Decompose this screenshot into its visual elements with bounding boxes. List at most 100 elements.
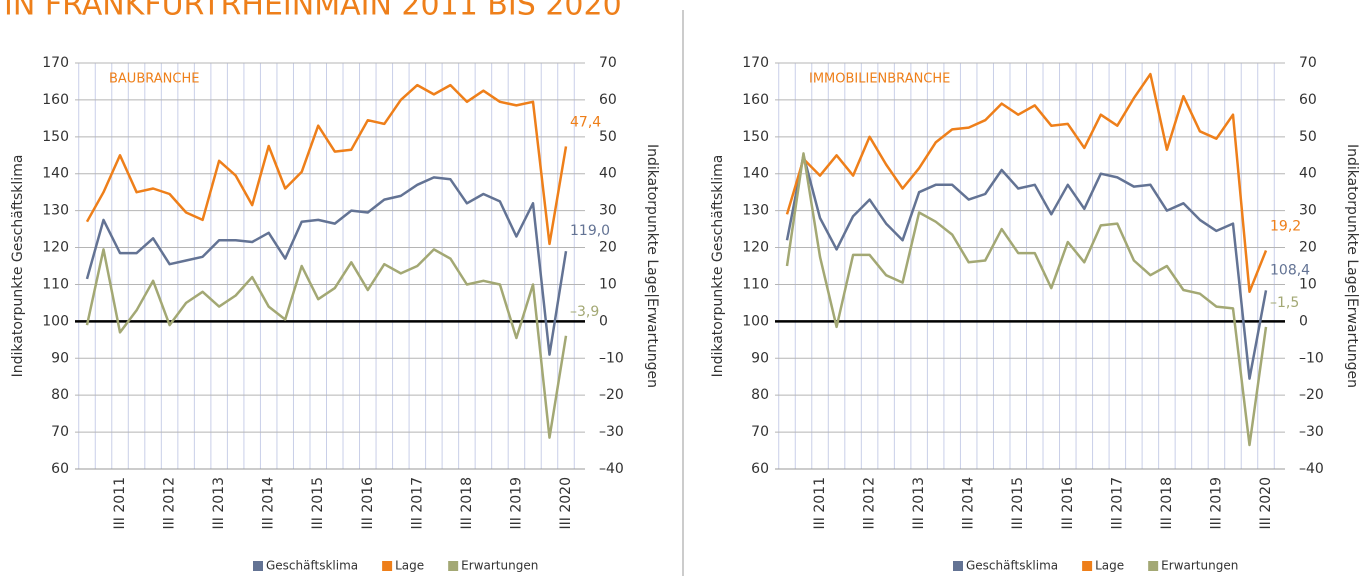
y-tick-label: 90: [751, 350, 769, 366]
x-tick-label: III 2020: [558, 477, 574, 529]
y-tick-label: 110: [42, 276, 69, 292]
series-line: [785, 152, 1268, 447]
y-axis-label: Indikatorpunkte Geschäftsklima: [10, 155, 26, 378]
value-label: –3,9: [570, 304, 599, 320]
value-label: 119,0: [570, 223, 610, 239]
value-label: 108,4: [1270, 262, 1310, 278]
y2-tick-label: –40: [1299, 461, 1324, 477]
y2-tick-label: –20: [599, 387, 624, 403]
x-tick-label: III 2011: [112, 477, 128, 529]
y-axis-label: Indikatorpunkte Geschäftsklima: [710, 155, 726, 378]
series-line: [85, 83, 568, 246]
legend-label: Geschäftsklima: [966, 559, 1058, 573]
legend-label: Erwartungen: [461, 559, 538, 573]
y2-axis-label: Indikatorpunkte Lage|Erwartungen: [644, 144, 660, 388]
value-label: 47,4: [570, 114, 601, 130]
y-tick-label: 60: [751, 461, 769, 477]
y-tick-label: 70: [51, 424, 69, 440]
y-tick-label: 130: [742, 203, 769, 219]
x-tick-label: III 2019: [1208, 477, 1224, 529]
x-tick-label: III 2012: [862, 477, 878, 529]
y2-tick-label: –40: [599, 461, 624, 477]
y-tick-label: 160: [42, 92, 69, 108]
legend-swatch: [382, 561, 393, 571]
x-tick-label: III 2018: [459, 477, 475, 529]
y-tick-label: 100: [42, 313, 69, 329]
y2-tick-label: 20: [1299, 240, 1317, 256]
value-label: 19,2: [1270, 218, 1301, 234]
x-tick-label: III 2011: [812, 477, 828, 529]
x-tick-label: III 2012: [162, 477, 178, 529]
y2-tick-label: 10: [599, 276, 617, 292]
y2-tick-label: –30: [599, 424, 624, 440]
y-tick-label: 60: [51, 461, 69, 477]
series-line: [785, 154, 1268, 380]
legend-swatch: [1082, 561, 1093, 571]
x-tick-label: III 2016: [1060, 477, 1076, 530]
y2-tick-label: 60: [1299, 92, 1317, 108]
y2-tick-label: 30: [599, 203, 617, 219]
y-tick-label: 170: [42, 55, 69, 71]
x-tick-label: III 2017: [1109, 477, 1125, 529]
y-tick-label: 100: [742, 313, 769, 329]
y2-tick-label: 60: [599, 92, 617, 108]
y2-tick-label: 70: [1299, 55, 1317, 71]
legend-label: Erwartungen: [1161, 559, 1238, 573]
series-line: [85, 248, 568, 439]
y-tick-label: 140: [42, 166, 69, 182]
x-tick-label: III 2019: [508, 477, 524, 529]
y2-tick-label: –30: [1299, 424, 1324, 440]
x-tick-label: III 2020: [1258, 477, 1274, 529]
page-title: IN FRANKFURTRHEINMAIN 2011 BIS 2020: [4, 0, 622, 23]
y2-tick-label: 10: [1299, 276, 1317, 292]
x-tick-label: III 2013: [911, 477, 927, 529]
y2-tick-label: –10: [599, 350, 624, 366]
y2-tick-label: 50: [1299, 129, 1317, 145]
y2-tick-label: 0: [599, 313, 608, 329]
x-tick-label: III 2017: [409, 477, 425, 529]
y-tick-label: 120: [42, 240, 69, 256]
series-line: [785, 72, 1268, 294]
series-line: [85, 176, 568, 356]
legend-swatch: [953, 561, 963, 571]
legend-swatch: [448, 561, 459, 571]
y-tick-label: 90: [51, 350, 69, 366]
y2-tick-label: 40: [599, 166, 617, 182]
y2-tick-label: –20: [1299, 387, 1324, 403]
y2-tick-label: 40: [1299, 166, 1317, 182]
y2-tick-label: 30: [1299, 203, 1317, 219]
y2-tick-label: –10: [1299, 350, 1324, 366]
legend-swatch: [1148, 561, 1159, 571]
x-tick-label: III 2014: [961, 477, 977, 530]
x-tick-label: III 2016: [360, 477, 376, 530]
y-tick-label: 160: [742, 92, 769, 108]
x-tick-label: III 2014: [261, 477, 277, 530]
legend-label: Geschäftsklima: [266, 559, 358, 573]
y2-tick-label: 70: [599, 55, 617, 71]
y-tick-label: 170: [742, 55, 769, 71]
y2-tick-label: 0: [1299, 313, 1308, 329]
x-tick-label: III 2018: [1159, 477, 1175, 529]
legend-label: Lage: [1095, 559, 1124, 573]
y2-axis-label: Indikatorpunkte Lage|Erwartungen: [1344, 144, 1360, 388]
y2-tick-label: 20: [599, 240, 617, 256]
y-tick-label: 80: [751, 387, 769, 403]
y-tick-label: 130: [42, 203, 69, 219]
y-tick-label: 70: [751, 424, 769, 440]
x-tick-label: III 2015: [1010, 477, 1026, 529]
y2-tick-label: 50: [599, 129, 617, 145]
y-tick-label: 150: [742, 129, 769, 145]
legend-label: Lage: [395, 559, 424, 573]
y-tick-label: 140: [742, 166, 769, 182]
legend-swatch: [253, 561, 263, 571]
y-tick-label: 110: [742, 276, 769, 292]
y-tick-label: 150: [42, 129, 69, 145]
chart-title: IMMOBILIENBRANCHE: [809, 72, 950, 87]
x-tick-label: III 2015: [310, 477, 326, 529]
x-tick-label: III 2013: [211, 477, 227, 529]
value-label: –1,5: [1270, 295, 1299, 311]
y-tick-label: 80: [51, 387, 69, 403]
chart-title: BAUBRANCHE: [109, 72, 199, 87]
